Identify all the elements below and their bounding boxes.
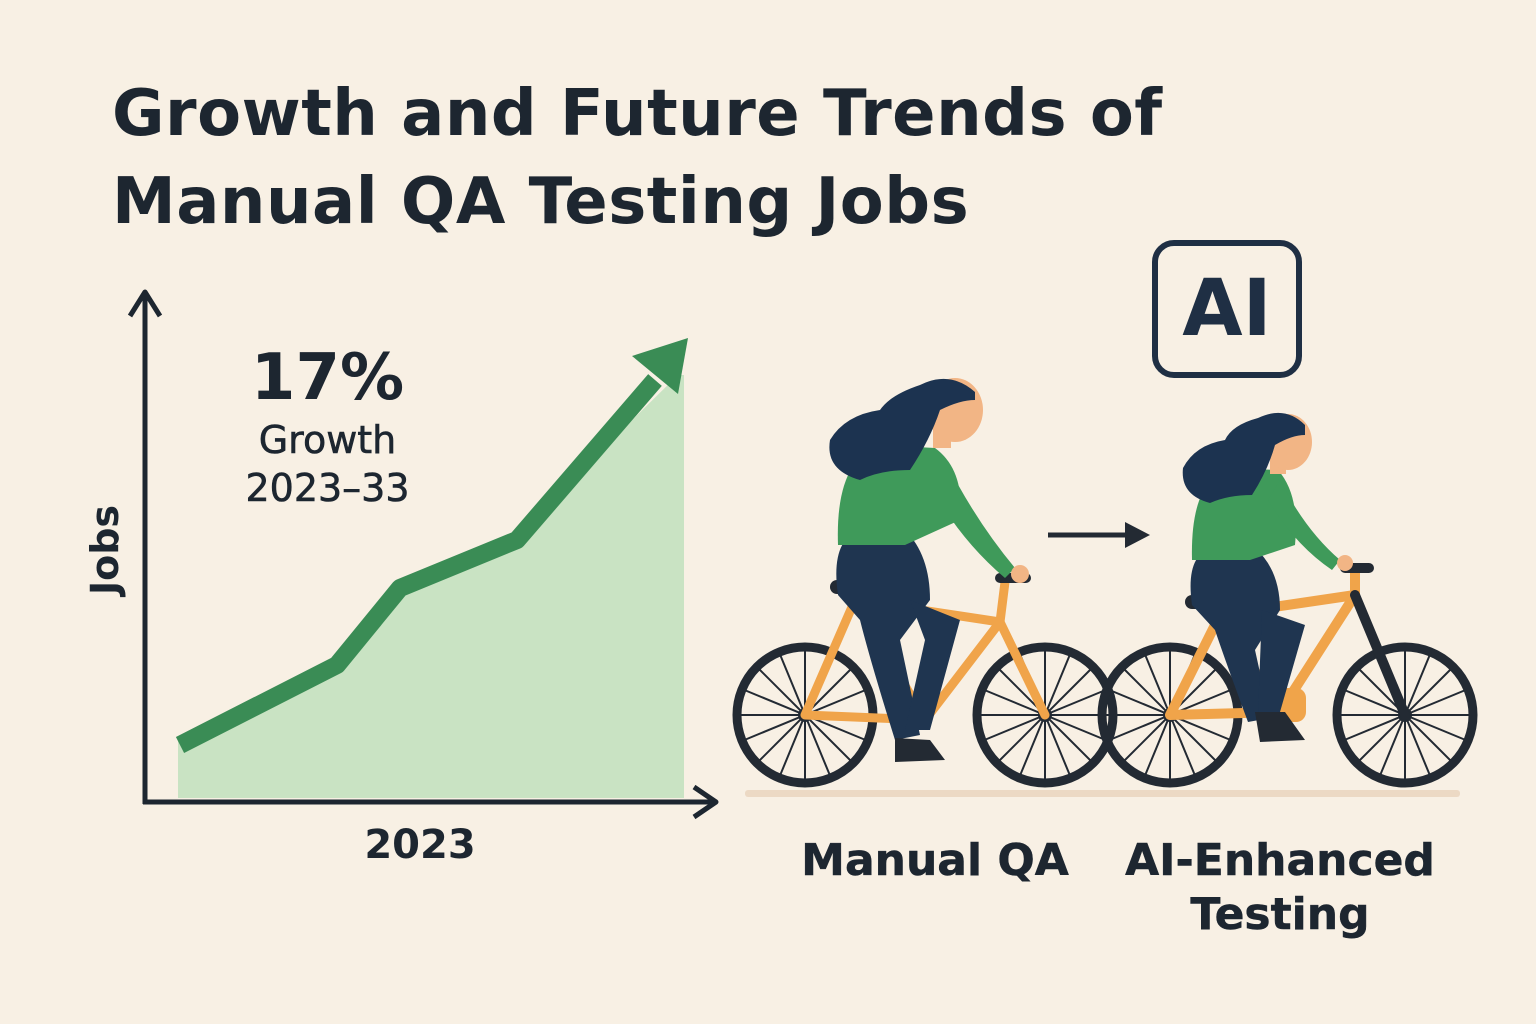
- caption-ai-line-2: Testing: [1190, 889, 1370, 941]
- y-axis-arrowhead: [127, 289, 163, 318]
- ground-line: [745, 790, 1460, 797]
- growth-percentage: 17%: [250, 341, 405, 415]
- caption-ai-enhanced: AI-Enhanced Testing: [1110, 834, 1450, 942]
- growth-label: Growth: [258, 418, 397, 463]
- caption-manual-qa: Manual QA: [801, 835, 1069, 887]
- growth-period: 2023–33: [245, 466, 410, 511]
- growth-area: [178, 375, 684, 798]
- growth-arrow-icon: [632, 338, 688, 394]
- title-line-1: Growth and Future Trends of: [112, 77, 1163, 151]
- cyclist-ai-icon: [1097, 412, 1478, 788]
- x-axis-label: 2023: [364, 822, 476, 868]
- caption-ai-line-1: AI-Enhanced: [1125, 835, 1435, 887]
- growth-line: [175, 374, 662, 754]
- x-axis-arrowhead: [692, 784, 719, 820]
- right-arrow-icon: [1048, 522, 1150, 548]
- ai-badge: AI: [1152, 240, 1302, 378]
- growth-stat: 17% Growth 2023–33: [205, 340, 450, 512]
- title-line-2: Manual QA Testing Jobs: [112, 165, 970, 239]
- page-title: Growth and Future Trends of Manual QA Te…: [112, 70, 1163, 246]
- cyclist-manual-icon: [732, 378, 1118, 788]
